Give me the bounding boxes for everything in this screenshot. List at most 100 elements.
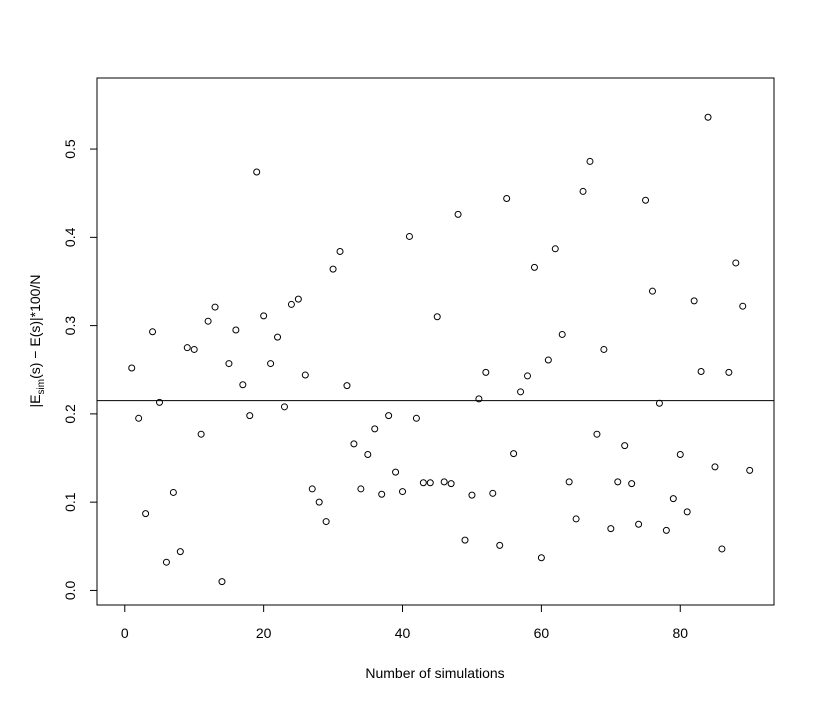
data-point [392, 468, 400, 476]
data-point [579, 187, 587, 195]
data-point [399, 488, 407, 496]
x-tick-label: 80 [672, 625, 688, 641]
data-point [169, 488, 177, 496]
data-point [510, 450, 518, 458]
data-points [128, 113, 754, 586]
data-point [357, 485, 365, 493]
x-tick-label: 40 [395, 625, 411, 641]
data-point [135, 414, 143, 422]
data-point [176, 548, 184, 556]
data-point [683, 508, 691, 516]
data-point [537, 554, 545, 562]
data-point [586, 157, 594, 165]
data-point [662, 526, 670, 534]
data-point [732, 259, 740, 267]
data-point [704, 113, 712, 121]
data-point [183, 344, 191, 352]
data-point [572, 515, 580, 523]
data-point [454, 210, 462, 218]
x-tick-label: 20 [256, 625, 272, 641]
data-point [260, 312, 268, 320]
data-point [128, 364, 136, 372]
data-point [419, 479, 427, 487]
data-point [517, 388, 525, 396]
data-point [739, 302, 747, 310]
data-point [461, 536, 469, 544]
data-point [530, 263, 538, 271]
data-point [440, 478, 448, 486]
data-point [489, 489, 497, 497]
data-point [551, 245, 559, 253]
data-point [239, 381, 247, 389]
data-point [621, 442, 629, 450]
data-point [405, 232, 413, 240]
data-point [197, 430, 205, 438]
data-point [343, 382, 351, 390]
data-point [482, 368, 490, 376]
data-point [725, 368, 733, 376]
data-point [246, 412, 254, 420]
data-point [628, 480, 636, 488]
data-point [426, 479, 434, 487]
data-point [294, 295, 302, 303]
y-tick-label: 0.0 [62, 580, 78, 600]
data-point [614, 478, 622, 486]
data-point [496, 541, 504, 549]
data-point [447, 480, 455, 488]
data-point [565, 478, 573, 486]
y-tick-label: 0.1 [62, 492, 78, 512]
data-point [350, 440, 358, 448]
data-point [287, 300, 295, 308]
data-point [211, 303, 219, 311]
y-tick-label: 0.4 [62, 227, 78, 247]
x-axis: 0 20 40 60 80 [121, 604, 688, 641]
data-point [746, 466, 754, 474]
data-point [635, 520, 643, 528]
y-axis: 0.0 0.1 0.2 0.3 0.4 0.5 [62, 139, 98, 600]
data-point [364, 450, 372, 458]
data-point [336, 247, 344, 255]
data-point [648, 287, 656, 295]
data-point [697, 368, 705, 376]
data-point [301, 371, 309, 379]
data-point [433, 313, 441, 321]
x-axis-title: Number of simulations [365, 665, 504, 681]
data-point [274, 333, 282, 341]
data-point [308, 485, 316, 493]
data-point [280, 403, 288, 411]
data-point [190, 345, 198, 353]
data-point [544, 356, 552, 364]
data-point [315, 498, 323, 506]
data-point [267, 360, 275, 368]
x-tick-label: 0 [121, 625, 129, 641]
data-point [676, 450, 684, 458]
data-point [142, 510, 150, 518]
x-tick-label: 60 [534, 625, 550, 641]
data-point [371, 425, 379, 433]
data-point [162, 558, 170, 566]
y-tick-label: 0.3 [62, 316, 78, 336]
data-point [468, 491, 476, 499]
data-point [218, 578, 226, 586]
data-point [329, 265, 337, 273]
data-point [718, 545, 726, 553]
data-point [669, 495, 677, 503]
data-point [322, 518, 330, 526]
y-axis-title-subscript: sim [36, 379, 47, 395]
data-point [378, 490, 386, 498]
data-point [607, 525, 615, 533]
data-point [524, 372, 531, 380]
data-point [149, 328, 157, 336]
data-point [155, 398, 163, 406]
data-point [232, 326, 240, 334]
data-point [690, 297, 698, 305]
data-point [253, 168, 261, 176]
y-axis-title-part-1: |E [27, 394, 43, 407]
data-point [711, 463, 719, 471]
data-point [600, 345, 608, 353]
y-tick-label: 0.2 [62, 404, 78, 424]
data-point [412, 414, 420, 422]
data-point [503, 194, 511, 202]
y-tick-label: 0.5 [62, 139, 78, 159]
